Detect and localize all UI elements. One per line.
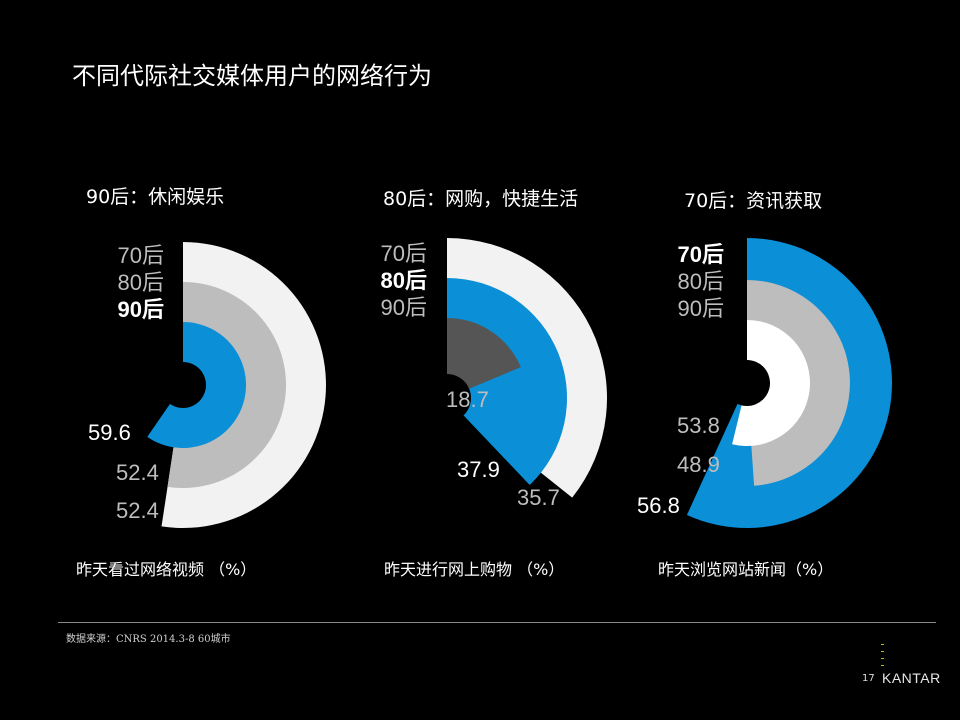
- chart-1-center-hole: [160, 362, 206, 408]
- page-number: 17: [862, 673, 875, 684]
- chart-3-caption: 昨天浏览网站新闻（%）: [658, 560, 834, 579]
- chart-2-caption: 昨天进行网上购物 （%）: [384, 560, 565, 579]
- chart-3-subtitle: 70后：资讯获取: [684, 190, 823, 212]
- chart-1-value-label-70后: 52.4: [116, 498, 159, 523]
- legend-item-90: 90后: [677, 296, 724, 321]
- chart-3-value-label-70后: 56.8: [637, 493, 680, 518]
- legend-item-90: 90后: [117, 297, 164, 322]
- chart-2-subtitle: 80后：网购，快捷生活: [383, 188, 579, 210]
- labels-layer: 52.4 52.4 59.6 35.7 37.9 18.7 56.8 48.9 53.8: [88, 387, 720, 523]
- brand-mark-icon: [881, 644, 885, 694]
- rings-layer: [147, 238, 892, 528]
- source-note: 数据来源：CNRS 2014.3-8 60城市: [66, 634, 231, 645]
- chart-2-legend: 70后 80后 90后: [371, 240, 427, 321]
- legend-item-70: 70后: [380, 241, 427, 266]
- chart-2-value-label-70后: 35.7: [517, 485, 560, 510]
- chart-3-sector-90后: [732, 319, 811, 447]
- chart-1-caption: 昨天看过网络视频 （%）: [76, 560, 257, 579]
- chart-2-value-label-90后: 18.7: [446, 387, 489, 412]
- chart-1-value-label-80后: 52.4: [116, 460, 159, 485]
- page-title: 不同代际社交媒体用户的网络行为: [72, 62, 432, 90]
- legend-item-90: 90后: [380, 295, 427, 320]
- brand-logo: KANTAR: [882, 670, 941, 686]
- chart-3-legend: 70后 80后 90后: [668, 241, 724, 322]
- chart-3-value-label-90后: 53.8: [677, 413, 720, 438]
- chart-3-center-hole: [724, 360, 770, 406]
- chart-1-subtitle: 90后：休闲娱乐: [86, 186, 225, 208]
- chart-2-sector-90后: [447, 318, 521, 398]
- legend-item-80: 80后: [117, 270, 164, 295]
- chart-1-legend: 70后 80后 90后: [108, 242, 164, 323]
- legend-item-80: 80后: [677, 269, 724, 294]
- legend-item-80: 80后: [380, 268, 427, 293]
- chart-2-value-label-80后: 37.9: [457, 457, 500, 482]
- chart-1-value-label-90后: 59.6: [88, 420, 131, 445]
- legend-item-70: 70后: [677, 242, 724, 267]
- chart-2-center-hole: [423, 374, 471, 422]
- chart-3-value-label-80后: 48.9: [677, 452, 720, 477]
- legend-item-70: 70后: [117, 243, 164, 268]
- footer-divider: [58, 622, 936, 623]
